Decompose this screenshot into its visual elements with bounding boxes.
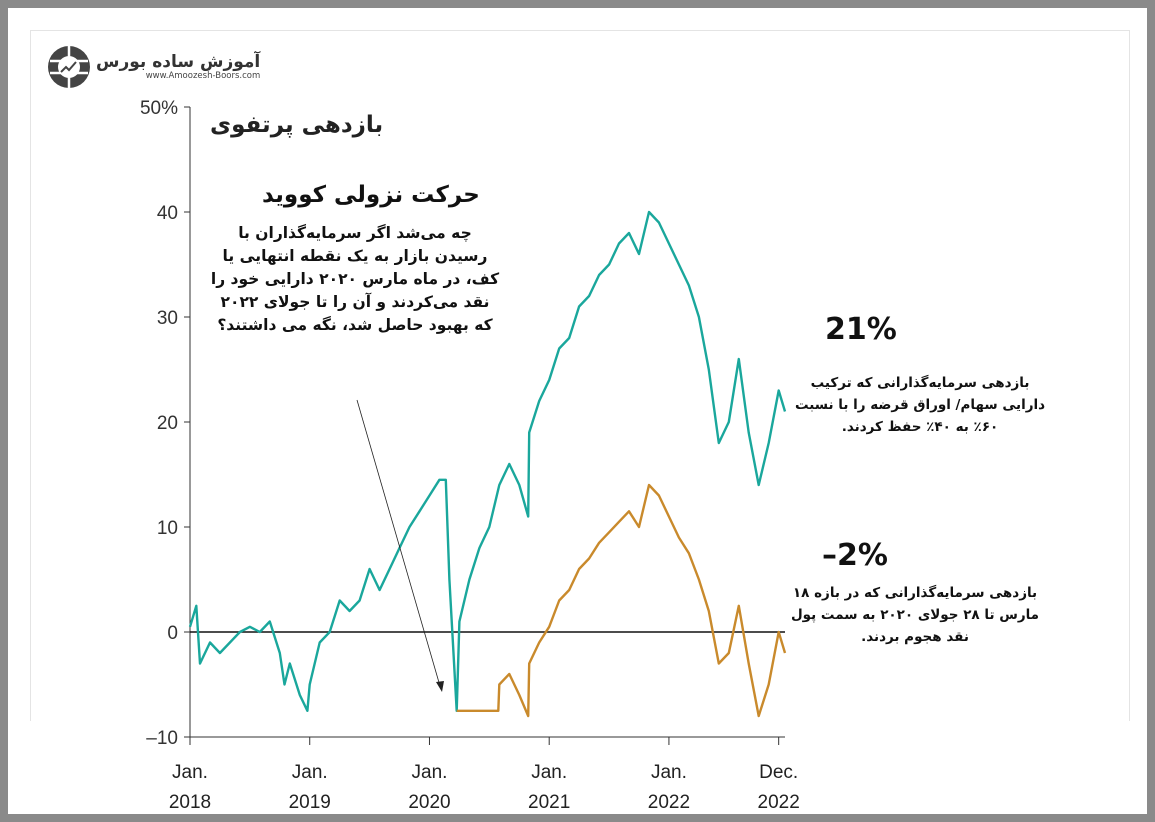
- callout-value-cash: –2%: [822, 538, 888, 573]
- series-cash-line: [456, 483, 787, 718]
- callout-text-cash: بازدهی سرمایه‌گذارانی که در بازه ۱۸ مارس…: [790, 585, 1040, 645]
- y-tick-label: 10: [157, 518, 178, 539]
- x-tick-label: Jan.: [292, 762, 328, 783]
- logo: آموزش ساده بورس www.Amoozesh-Boors.com: [46, 44, 260, 90]
- annotation-text: چه می‌شد اگر سرمایه‌گذاران با رسیدن بازا…: [210, 224, 500, 334]
- x-tick-label: Jan.: [412, 762, 448, 783]
- annotation-heading: حرکت نزولی کووید: [262, 182, 480, 208]
- x-tick-label: 2018: [169, 792, 211, 813]
- series-balanced-line: [188, 210, 787, 712]
- x-tick-label: Jan.: [651, 762, 687, 783]
- y-tick-label: 20: [157, 413, 178, 434]
- x-tick-label: 2019: [289, 792, 331, 813]
- callout-text-balanced: بازدهی سرمایه‌گذارانی که ترکیب دارایی سه…: [794, 375, 1046, 435]
- x-tick-label: 2022: [758, 792, 800, 813]
- globe-chart-icon: [48, 46, 90, 88]
- y-tick-label: 50%: [140, 98, 178, 119]
- x-tick-label: Jan.: [172, 762, 208, 783]
- logo-name: آموزش ساده بورس: [96, 52, 261, 72]
- y-tick-label: 30: [157, 308, 178, 329]
- chart-panel: [8, 8, 1147, 814]
- y-tick-label: –10: [146, 728, 178, 749]
- annotation-arrow: [356, 399, 441, 687]
- x-tick-label: 2021: [528, 792, 570, 813]
- x-tick-label: Dec.: [759, 762, 798, 783]
- x-tick-label: 2022: [648, 792, 690, 813]
- chart-frame: [30, 30, 1130, 721]
- callout-value-balanced: 21%: [825, 312, 897, 347]
- arrow-head-icon: [436, 681, 444, 692]
- chart-title: بازدهی پرتفوی: [210, 112, 384, 138]
- x-tick-label: Jan.: [531, 762, 567, 783]
- x-tick-label: 2020: [408, 792, 450, 813]
- y-tick-label: 40: [157, 203, 178, 224]
- y-tick-label: 0: [167, 623, 178, 644]
- logo-url: www.Amoozesh-Boors.com: [145, 71, 261, 81]
